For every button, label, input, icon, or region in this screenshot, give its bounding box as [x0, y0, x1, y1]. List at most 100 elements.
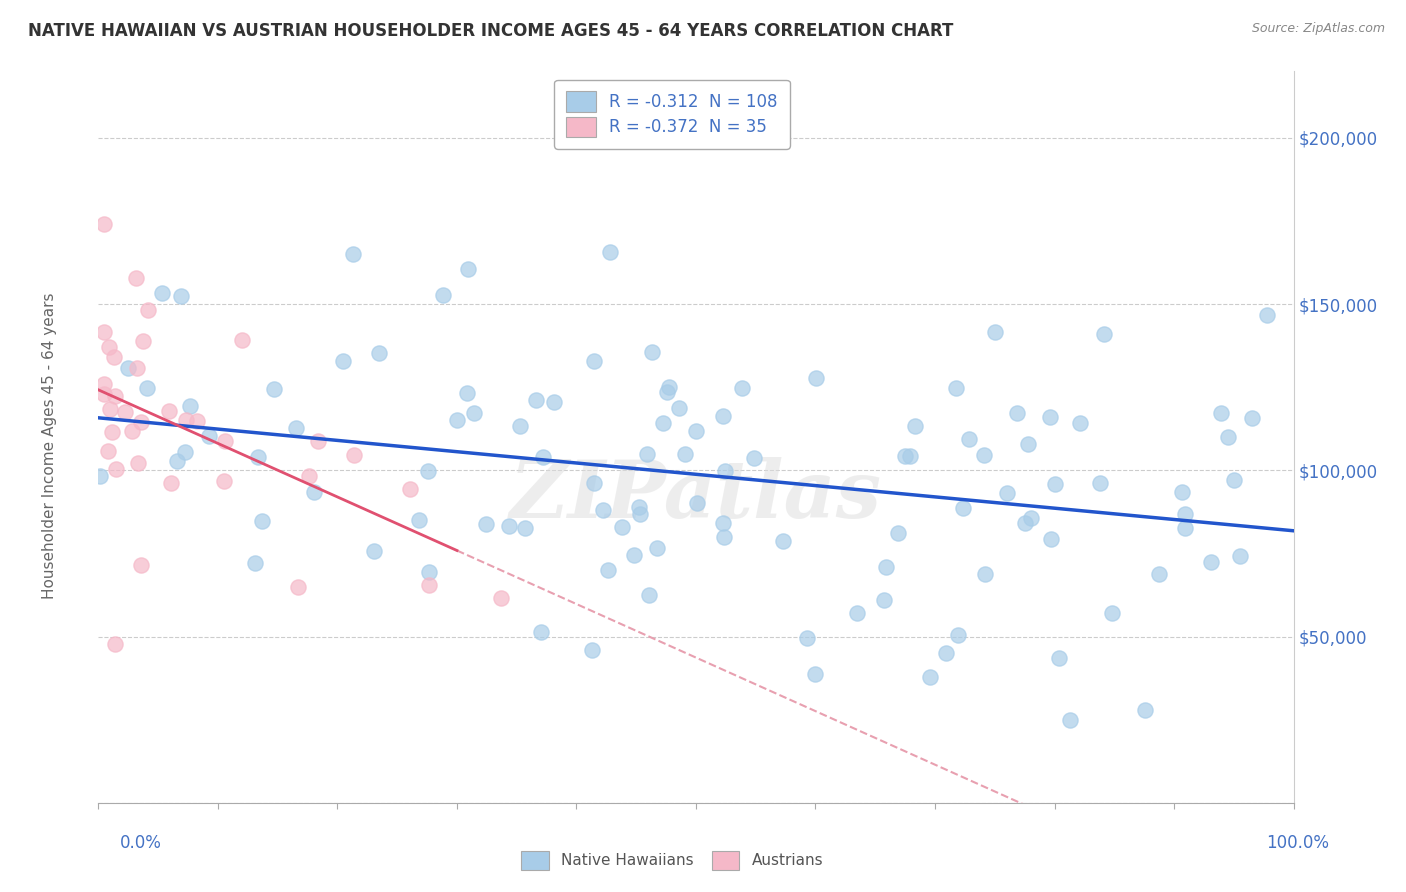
Point [363, 544, 385, 558]
Point [1047, 651, 1070, 665]
Point [98, 340, 121, 354]
Point [179, 400, 201, 414]
Point [714, 464, 737, 478]
Point [125, 360, 148, 375]
Point [945, 381, 967, 395]
Point [343, 448, 366, 462]
Point [136, 302, 159, 317]
Point [599, 245, 621, 260]
Point [307, 434, 329, 448]
Point [136, 381, 159, 395]
Point [498, 519, 520, 533]
Point [935, 646, 957, 660]
Point [98, 401, 121, 416]
Point [150, 285, 173, 300]
Point [772, 534, 794, 549]
Point [1256, 308, 1278, 322]
Point [1092, 327, 1115, 342]
Point [903, 419, 925, 434]
Point [212, 475, 235, 489]
Point [655, 385, 678, 400]
Point [1039, 410, 1062, 425]
Point [197, 428, 219, 442]
Point [418, 565, 440, 579]
Point [898, 450, 921, 464]
Point [1014, 516, 1036, 530]
Point [368, 346, 391, 360]
Point [285, 420, 308, 434]
Point [623, 548, 645, 562]
Point [121, 424, 143, 438]
Point [231, 333, 253, 347]
Point [475, 516, 498, 531]
Point [93, 325, 115, 339]
Point [592, 503, 614, 517]
Text: Source: ZipAtlas.com: Source: ZipAtlas.com [1251, 22, 1385, 36]
Point [1147, 567, 1170, 582]
Point [1069, 416, 1091, 430]
Point [1216, 430, 1239, 444]
Point [1174, 521, 1197, 535]
Point [174, 412, 197, 426]
Point [1240, 411, 1263, 425]
Point [170, 289, 193, 303]
Text: ZIPatlas: ZIPatlas [510, 457, 882, 534]
Point [974, 567, 997, 582]
Point [636, 447, 658, 461]
Point [873, 592, 896, 607]
Point [186, 414, 208, 428]
Point [1133, 703, 1156, 717]
Point [159, 476, 181, 491]
Point [742, 450, 765, 465]
Point [243, 556, 266, 570]
Point [332, 354, 354, 368]
Point [1088, 476, 1111, 491]
Point [875, 560, 897, 574]
Point [103, 350, 125, 364]
Point [1209, 406, 1232, 420]
Point [166, 453, 188, 467]
Point [711, 516, 734, 531]
Point [432, 287, 454, 301]
Point [711, 409, 734, 423]
Point [686, 496, 709, 510]
Point [612, 519, 634, 533]
Point [1059, 713, 1081, 727]
Point [894, 450, 917, 464]
Point [641, 345, 664, 359]
Point [524, 392, 547, 407]
Point [127, 456, 149, 470]
Point [132, 334, 155, 348]
Point [533, 450, 555, 464]
Point [845, 606, 868, 620]
Point [263, 382, 285, 396]
Point [101, 425, 124, 440]
Point [647, 541, 669, 556]
Point [685, 425, 707, 439]
Point [89, 469, 111, 483]
Point [1229, 549, 1251, 563]
Point [297, 468, 319, 483]
Point [246, 450, 269, 464]
Point [543, 395, 565, 409]
Point [1039, 532, 1062, 546]
Point [596, 563, 619, 577]
Point [796, 631, 818, 645]
Point [583, 476, 606, 491]
Point [1017, 437, 1039, 451]
Point [651, 417, 673, 431]
Point [658, 380, 681, 394]
Point [104, 388, 127, 402]
Legend: Native Hawaiians, Austrians: Native Hawaiians, Austrians [515, 845, 830, 876]
Point [668, 401, 690, 416]
Point [673, 447, 696, 461]
Point [93, 387, 115, 401]
Point [117, 360, 139, 375]
Point [250, 514, 273, 528]
Point [515, 521, 537, 535]
Point [97, 443, 120, 458]
Point [509, 418, 531, 433]
Point [887, 525, 910, 540]
Point [920, 670, 942, 684]
Point [125, 271, 148, 285]
